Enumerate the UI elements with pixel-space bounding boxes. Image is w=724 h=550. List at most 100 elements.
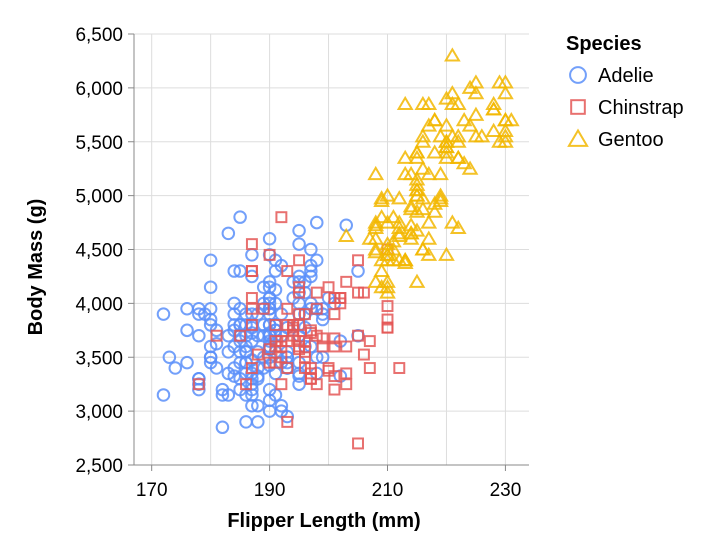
gentoo-point	[396, 252, 414, 267]
gentoo-point	[373, 262, 390, 278]
legend-adelie-symbol	[569, 66, 587, 84]
gentoo-point	[414, 133, 432, 148]
adelie-point	[233, 355, 247, 370]
chinstrap-point	[328, 308, 341, 321]
chinstrap-point	[245, 238, 258, 251]
gentoo-point	[491, 74, 508, 89]
chinstrap-point	[328, 340, 341, 353]
x-axis-title: Flipper Length (mm)	[227, 510, 420, 532]
gentoo-point	[497, 85, 514, 100]
adelie-point	[304, 269, 318, 284]
chinstrap-point	[281, 265, 294, 278]
chinstrap-point	[363, 362, 376, 374]
adelie-point	[215, 420, 230, 435]
adelie-point	[221, 388, 236, 402]
gentoo-point	[396, 165, 414, 181]
gentoo-point	[390, 227, 408, 243]
gentoo-point	[438, 117, 455, 132]
gentoo-point	[426, 112, 444, 127]
chinstrap-point	[316, 340, 329, 353]
adelie-point	[192, 328, 206, 343]
gentoo-point	[438, 144, 455, 159]
chinstrap-point	[393, 362, 406, 374]
y-tick-label: 6,500	[75, 25, 123, 46]
gentoo-point	[390, 225, 408, 240]
gentoo-point	[502, 112, 520, 127]
gentoo-point	[402, 198, 420, 213]
adelie-point	[239, 415, 253, 429]
gentoo-point	[444, 214, 461, 229]
gentoo-point	[449, 149, 467, 164]
axes-layer: 170 190 210 230 2,500 3,000 3,500 4,000 4,500 5,0…	[75, 25, 529, 501]
chinstrap-point	[245, 292, 258, 304]
chinstrap-point	[234, 329, 247, 342]
legend: Species Adelie Chinstrap Gentoo	[566, 33, 684, 151]
chinstrap-point	[269, 318, 282, 331]
gentoo-point	[396, 149, 414, 164]
adelie-point	[156, 307, 171, 321]
gentoo-point	[367, 230, 385, 245]
gentoo-point	[432, 190, 449, 205]
adelie-point	[251, 415, 265, 429]
gentoo-point	[373, 190, 390, 205]
x-tick-label: 170	[136, 480, 168, 501]
chinstrap-point	[363, 335, 376, 348]
gentoo-point	[402, 217, 420, 232]
chinstrap-point	[322, 281, 335, 294]
chinstrap-point	[334, 292, 347, 304]
chinstrap-point	[352, 254, 364, 267]
adelie-point	[221, 226, 236, 241]
chinstrap-point	[322, 364, 335, 377]
gentoo-point	[379, 214, 396, 229]
chinstrap-point	[269, 356, 282, 369]
x-tick-label: 210	[372, 480, 404, 501]
gentoo-point	[408, 144, 426, 159]
gentoo-point	[485, 122, 502, 137]
gentoo-point	[461, 79, 479, 94]
adelie-point	[203, 312, 218, 327]
legend-chinstrap-label: Chinstrap	[598, 97, 684, 119]
chinstrap-point	[310, 302, 323, 315]
gentoo-point	[420, 230, 438, 245]
adelie-point	[304, 264, 318, 278]
gentoo-point	[467, 74, 485, 89]
gentoo-point	[373, 209, 390, 224]
adelie-point	[156, 388, 171, 402]
legend-title: Species	[566, 33, 642, 55]
adelie-point	[203, 253, 218, 268]
gentoo-point	[432, 128, 449, 143]
chinstrap-point	[281, 415, 294, 428]
adelie-point	[203, 350, 218, 365]
chinstrap-point	[281, 362, 294, 374]
gentoo-point	[385, 233, 402, 248]
chinstrap-point	[275, 211, 288, 224]
y-tick-label: 4,000	[75, 294, 123, 315]
gentoo-point	[408, 176, 426, 191]
legend-items: Adelie Chinstrap Gentoo	[567, 65, 684, 151]
gentoo-point	[414, 241, 432, 256]
gentoo-point	[485, 95, 502, 111]
chinstrap-point	[251, 348, 264, 361]
chinstrap-point	[316, 332, 329, 345]
chinstrap-point	[257, 302, 270, 315]
adelie-point	[209, 361, 224, 375]
gentoo-point	[473, 128, 491, 143]
adelie-point	[233, 210, 247, 224]
chinstrap-point	[269, 335, 282, 348]
gentoo-point	[497, 133, 514, 148]
chinstrap-point	[381, 300, 394, 313]
gentoo-point	[385, 252, 402, 267]
adelie-point	[180, 323, 194, 338]
gentoo-point	[367, 241, 385, 256]
adelie-point	[245, 248, 259, 262]
chinstrap-point	[287, 324, 300, 337]
chinstrap-point	[381, 321, 394, 334]
y-tick-label: 5,500	[75, 133, 123, 154]
gentoo-point	[455, 112, 473, 127]
adelie-point	[221, 366, 236, 381]
chinstrap-point	[357, 286, 370, 299]
chinstrap-point	[328, 383, 341, 396]
gentoo-point	[385, 209, 402, 224]
chinstrap-point	[352, 437, 364, 450]
